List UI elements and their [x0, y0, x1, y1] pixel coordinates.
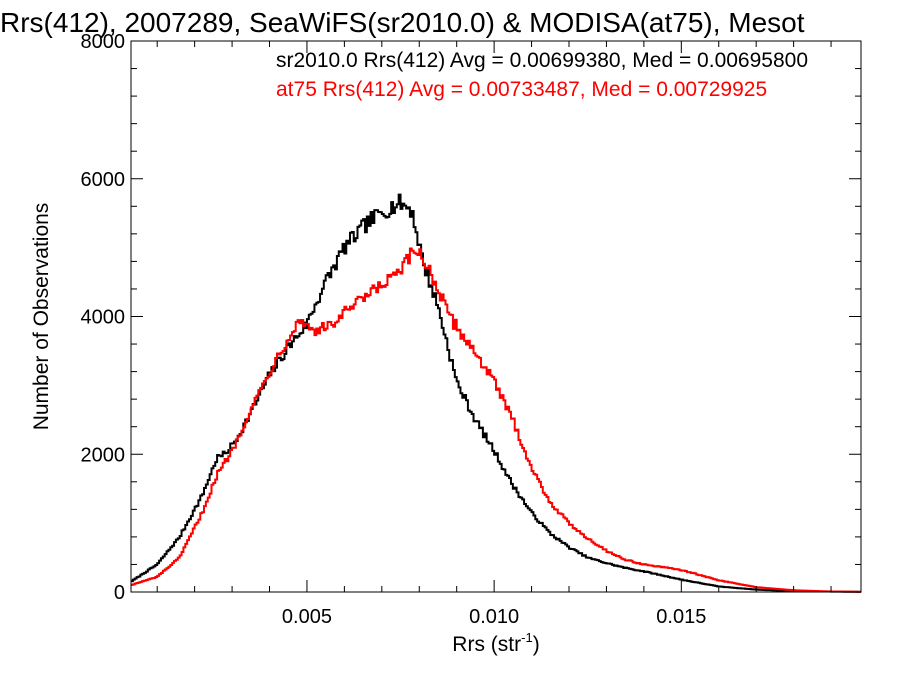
series-line-at75	[131, 247, 861, 593]
x-axis: 0.005 0.010 0.015	[156, 41, 832, 628]
legend-entry-at75: at75 Rrs(412) Avg = 0.00733487, Med = 0.…	[276, 78, 767, 101]
series-line-sr2010	[131, 193, 861, 593]
y-axis-label: Number of Observations	[30, 203, 53, 431]
y-tick-label: 2000	[81, 444, 126, 466]
y-tick-label: 8000	[81, 31, 126, 53]
chart-title: Rrs(412), 2007289, SeaWiFS(sr2010.0) & M…	[0, 7, 805, 38]
y-tick-label: 6000	[81, 169, 126, 191]
plot-area	[131, 193, 861, 593]
x-axis-label-end: )	[533, 633, 540, 656]
y-tick-label: 4000	[81, 307, 126, 329]
y-tick-label: 0	[114, 582, 125, 604]
legend-entry-sr2010: sr2010.0 Rrs(412) Avg = 0.00699380, Med …	[276, 49, 808, 72]
x-tick-label: 0.015	[656, 606, 706, 628]
x-axis-label-main: Rrs (str	[452, 633, 521, 656]
y-axis: 0 2000 4000 6000 8000	[81, 31, 861, 604]
x-tick-label: 0.005	[282, 606, 332, 628]
x-tick-label: 0.010	[469, 606, 519, 628]
x-axis-label: Rrs (str-1)	[452, 630, 539, 656]
plot-frame	[130, 40, 862, 593]
x-axis-label-superscript: -1	[521, 630, 533, 645]
